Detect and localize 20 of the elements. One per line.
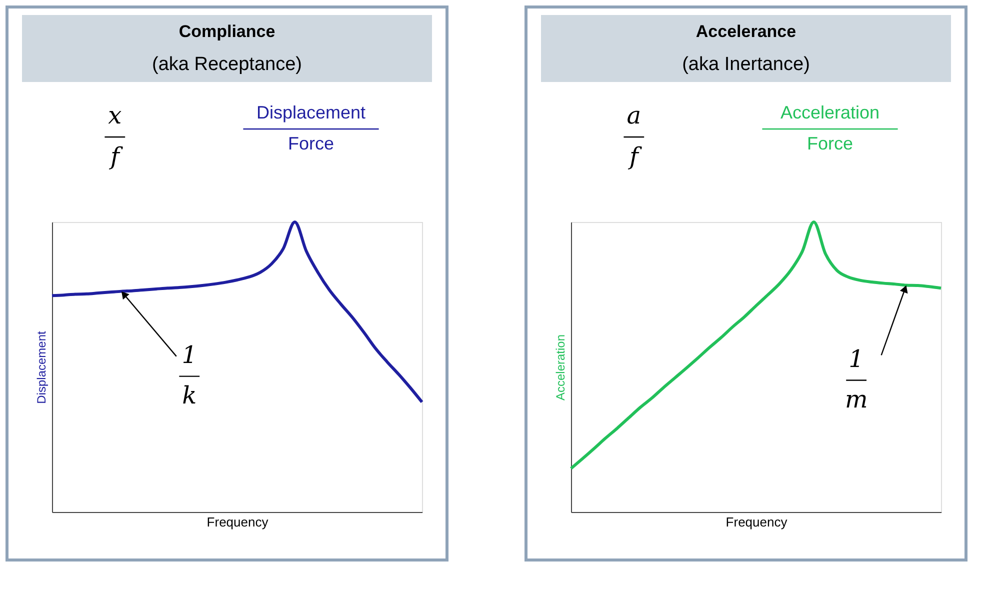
y-axis-title: Acceleration	[554, 334, 568, 401]
chart-title: Compliance	[178, 22, 276, 41]
annotation: k	[182, 382, 197, 410]
text: Force	[806, 133, 854, 154]
chart-title: Accelerance	[696, 22, 796, 41]
x-axis-title: Frequency	[726, 514, 788, 530]
text: Acceleration	[780, 102, 880, 123]
chart-subtitle: (aka Inertance)	[682, 54, 810, 75]
text: f	[627, 142, 642, 170]
text: Displacement	[256, 102, 366, 123]
x-axis-title: Frequency	[206, 514, 269, 530]
chart-subtitle: (aka Receptance)	[152, 54, 302, 75]
annotation: 1	[182, 340, 198, 369]
annotation: m	[844, 386, 868, 414]
text: f	[108, 142, 124, 170]
y-axis-title: Displacement	[34, 330, 48, 404]
annotation: 1	[848, 344, 864, 373]
text: Force	[288, 133, 334, 154]
text: a	[626, 102, 642, 130]
text: x	[108, 102, 122, 130]
